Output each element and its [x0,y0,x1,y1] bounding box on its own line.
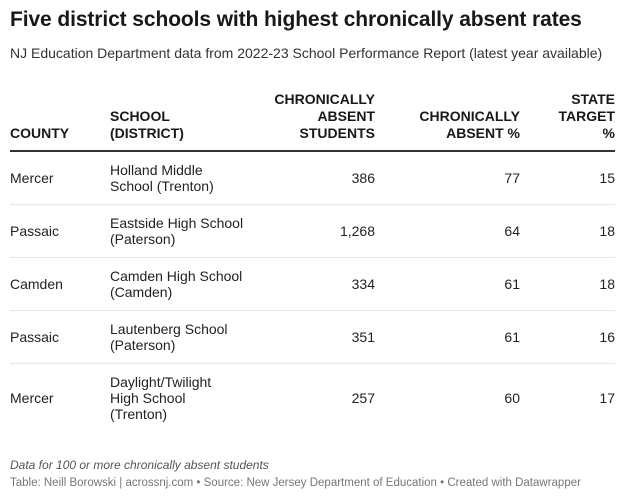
cell-county: Passaic [10,204,110,258]
header-absent-students[interactable]: CHRONICALLY ABSENT STUDENTS [255,88,375,152]
cell-school: Camden High School (Camden) [110,257,255,311]
cell-absent-pct: 60 [504,390,520,407]
cell-state-target: 17 [599,390,615,407]
cell-absent-students: 351 [255,310,375,364]
table-body: Mercer Holland Middle School (Trenton) 3… [10,151,615,433]
header-state-target[interactable]: STATE TARGET % [520,88,615,152]
header-absent-pct[interactable]: CHRONICALLY ABSENT % [375,88,520,152]
cell-school: Lautenberg School (Paterson) [110,310,255,364]
source-credit: Table: Neill Borowski | acrossnj.com • S… [10,477,581,489]
cell-absent-pct: 61 [375,310,520,364]
cell-absent-pct: 61 [375,257,520,311]
cell-school: Holland Middle School (Trenton) [110,151,255,205]
cell-state-target: 18 [520,257,615,311]
table-header: COUNTY SCHOOL (DISTRICT) CHRONICALLY ABS… [10,88,615,152]
table-row: Passaic Eastside High School (Paterson) … [10,204,615,258]
cell-school: Eastside High School (Paterson) [110,204,255,258]
cell-county: Camden [10,257,110,311]
cell-state-target: 18 [520,204,615,258]
cell-county: Passaic [10,310,110,364]
cell-absent-students: 1,268 [255,204,375,258]
header-school[interactable]: SCHOOL (DISTRICT) [110,88,255,152]
table-row: Passaic Lautenberg School (Paterson) 351… [10,310,615,364]
table-row: Mercer Daylight/Twilight High School (Tr… [10,363,615,433]
cell-absent-students: 334 [255,257,375,311]
cell-county: Mercer [10,151,110,205]
chart-subtitle: NJ Education Department data from 2022-2… [10,45,603,61]
header-county[interactable]: COUNTY [10,88,110,152]
table-row: Camden Camden High School (Camden) 334 6… [10,257,615,311]
data-table: COUNTY SCHOOL (DISTRICT) CHRONICALLY ABS… [10,88,615,433]
table-notes: Data for 100 or more chronically absent … [10,458,269,472]
cell-school: Daylight/Twilight High School (Trenton) [110,374,212,423]
table-row: Mercer Holland Middle School (Trenton) 3… [10,151,615,205]
cell-absent-students: 257 [351,390,375,407]
cell-state-target: 16 [520,310,615,364]
cell-county: Mercer [10,390,54,407]
cell-state-target: 15 [520,151,615,205]
header-row: COUNTY SCHOOL (DISTRICT) CHRONICALLY ABS… [10,88,615,152]
cell-absent-pct: 64 [375,204,520,258]
cell-absent-pct: 77 [375,151,520,205]
chart-title: Five district schools with highest chron… [10,8,582,31]
cell-absent-students: 386 [255,151,375,205]
